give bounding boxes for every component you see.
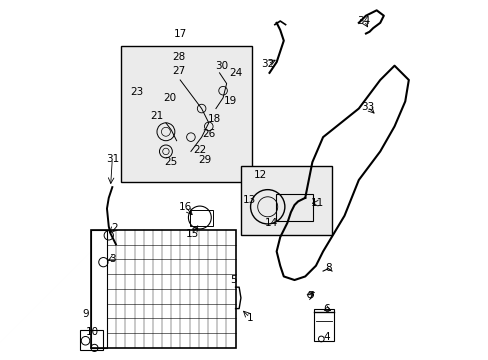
Text: 7: 7 — [306, 291, 313, 301]
Text: 16: 16 — [179, 202, 192, 212]
Text: 23: 23 — [130, 87, 143, 98]
Text: 9: 9 — [82, 309, 89, 319]
Text: 15: 15 — [186, 229, 199, 239]
Text: 19: 19 — [223, 96, 236, 107]
Text: 17: 17 — [173, 28, 186, 39]
Text: 29: 29 — [198, 156, 211, 165]
Text: 24: 24 — [228, 68, 242, 78]
Text: 21: 21 — [150, 111, 163, 121]
Text: 10: 10 — [86, 327, 99, 337]
Bar — [121, 46, 251, 182]
Text: 27: 27 — [171, 66, 184, 76]
Bar — [241, 166, 331, 235]
Text: 11: 11 — [310, 198, 324, 208]
Text: 4: 4 — [323, 332, 329, 342]
Text: 6: 6 — [323, 303, 329, 314]
Bar — [313, 309, 333, 341]
Text: 32: 32 — [261, 59, 274, 69]
Bar — [80, 330, 103, 350]
Text: 28: 28 — [171, 52, 184, 62]
Bar — [91, 230, 107, 348]
Text: 18: 18 — [207, 114, 220, 124]
Text: 20: 20 — [163, 93, 176, 103]
Text: 34: 34 — [357, 16, 370, 26]
Bar — [91, 230, 235, 348]
Text: 30: 30 — [214, 61, 227, 71]
Text: 2: 2 — [111, 223, 117, 233]
Text: 25: 25 — [164, 157, 178, 167]
Text: 8: 8 — [325, 262, 331, 273]
Text: 3: 3 — [109, 253, 115, 264]
Text: 26: 26 — [202, 129, 215, 139]
Text: 13: 13 — [243, 195, 256, 204]
Text: 14: 14 — [264, 218, 277, 228]
Text: 22: 22 — [193, 145, 206, 155]
Text: 1: 1 — [246, 312, 253, 323]
Text: 31: 31 — [105, 154, 119, 163]
Text: 12: 12 — [253, 170, 266, 180]
Bar — [275, 194, 313, 221]
Bar — [190, 210, 213, 226]
Text: 5: 5 — [230, 275, 237, 285]
Text: 33: 33 — [360, 102, 374, 112]
